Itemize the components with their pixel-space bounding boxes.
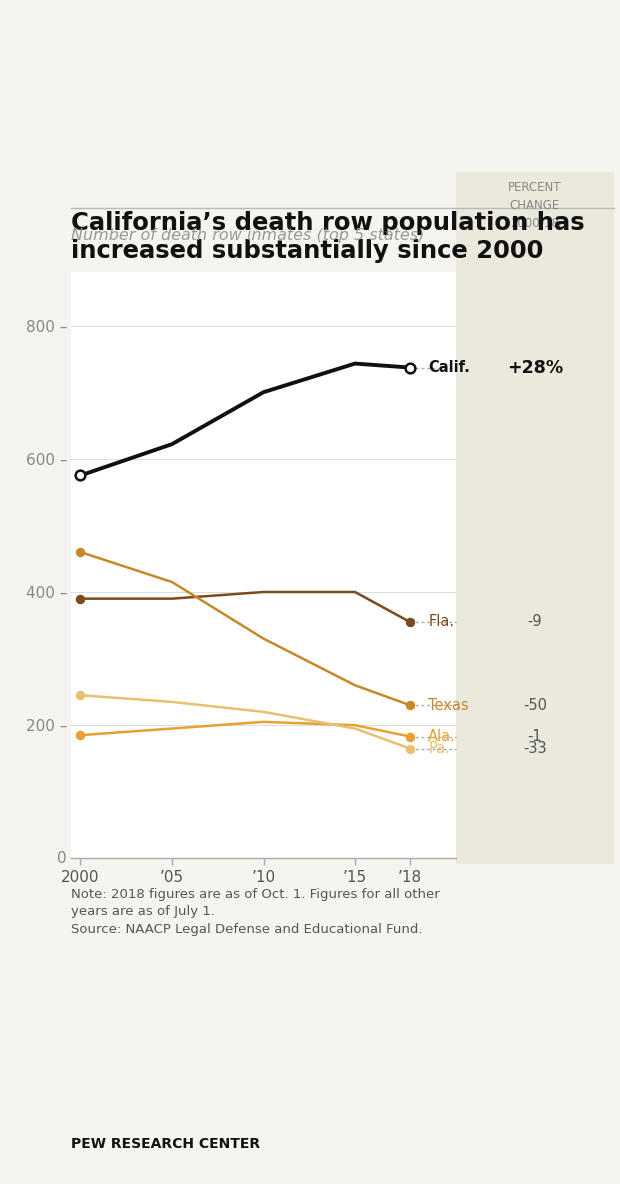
Text: -1: -1 bbox=[528, 729, 542, 744]
Text: Fla.: Fla. bbox=[428, 614, 454, 630]
Text: PEW RESEARCH CENTER: PEW RESEARCH CENTER bbox=[71, 1137, 260, 1151]
Text: California’s death row population has
increased substantially since 2000: California’s death row population has in… bbox=[71, 211, 585, 263]
Text: Number of death row inmates (top 5 states): Number of death row inmates (top 5 state… bbox=[71, 227, 425, 243]
Text: +28%: +28% bbox=[507, 359, 563, 377]
Text: -33: -33 bbox=[523, 741, 547, 757]
Text: 0: 0 bbox=[57, 851, 67, 866]
Text: Pa.: Pa. bbox=[428, 741, 450, 757]
Text: -9: -9 bbox=[528, 614, 542, 630]
Text: Texas: Texas bbox=[428, 697, 469, 713]
Text: Note: 2018 figures are as of Oct. 1. Figures for all other
years are as of July : Note: 2018 figures are as of Oct. 1. Fig… bbox=[71, 888, 440, 937]
Text: Calif.: Calif. bbox=[428, 360, 470, 375]
Text: -50: -50 bbox=[523, 697, 547, 713]
Text: Ala.: Ala. bbox=[428, 729, 456, 744]
Text: PERCENT
CHANGE
2000-18: PERCENT CHANGE 2000-18 bbox=[508, 181, 562, 230]
